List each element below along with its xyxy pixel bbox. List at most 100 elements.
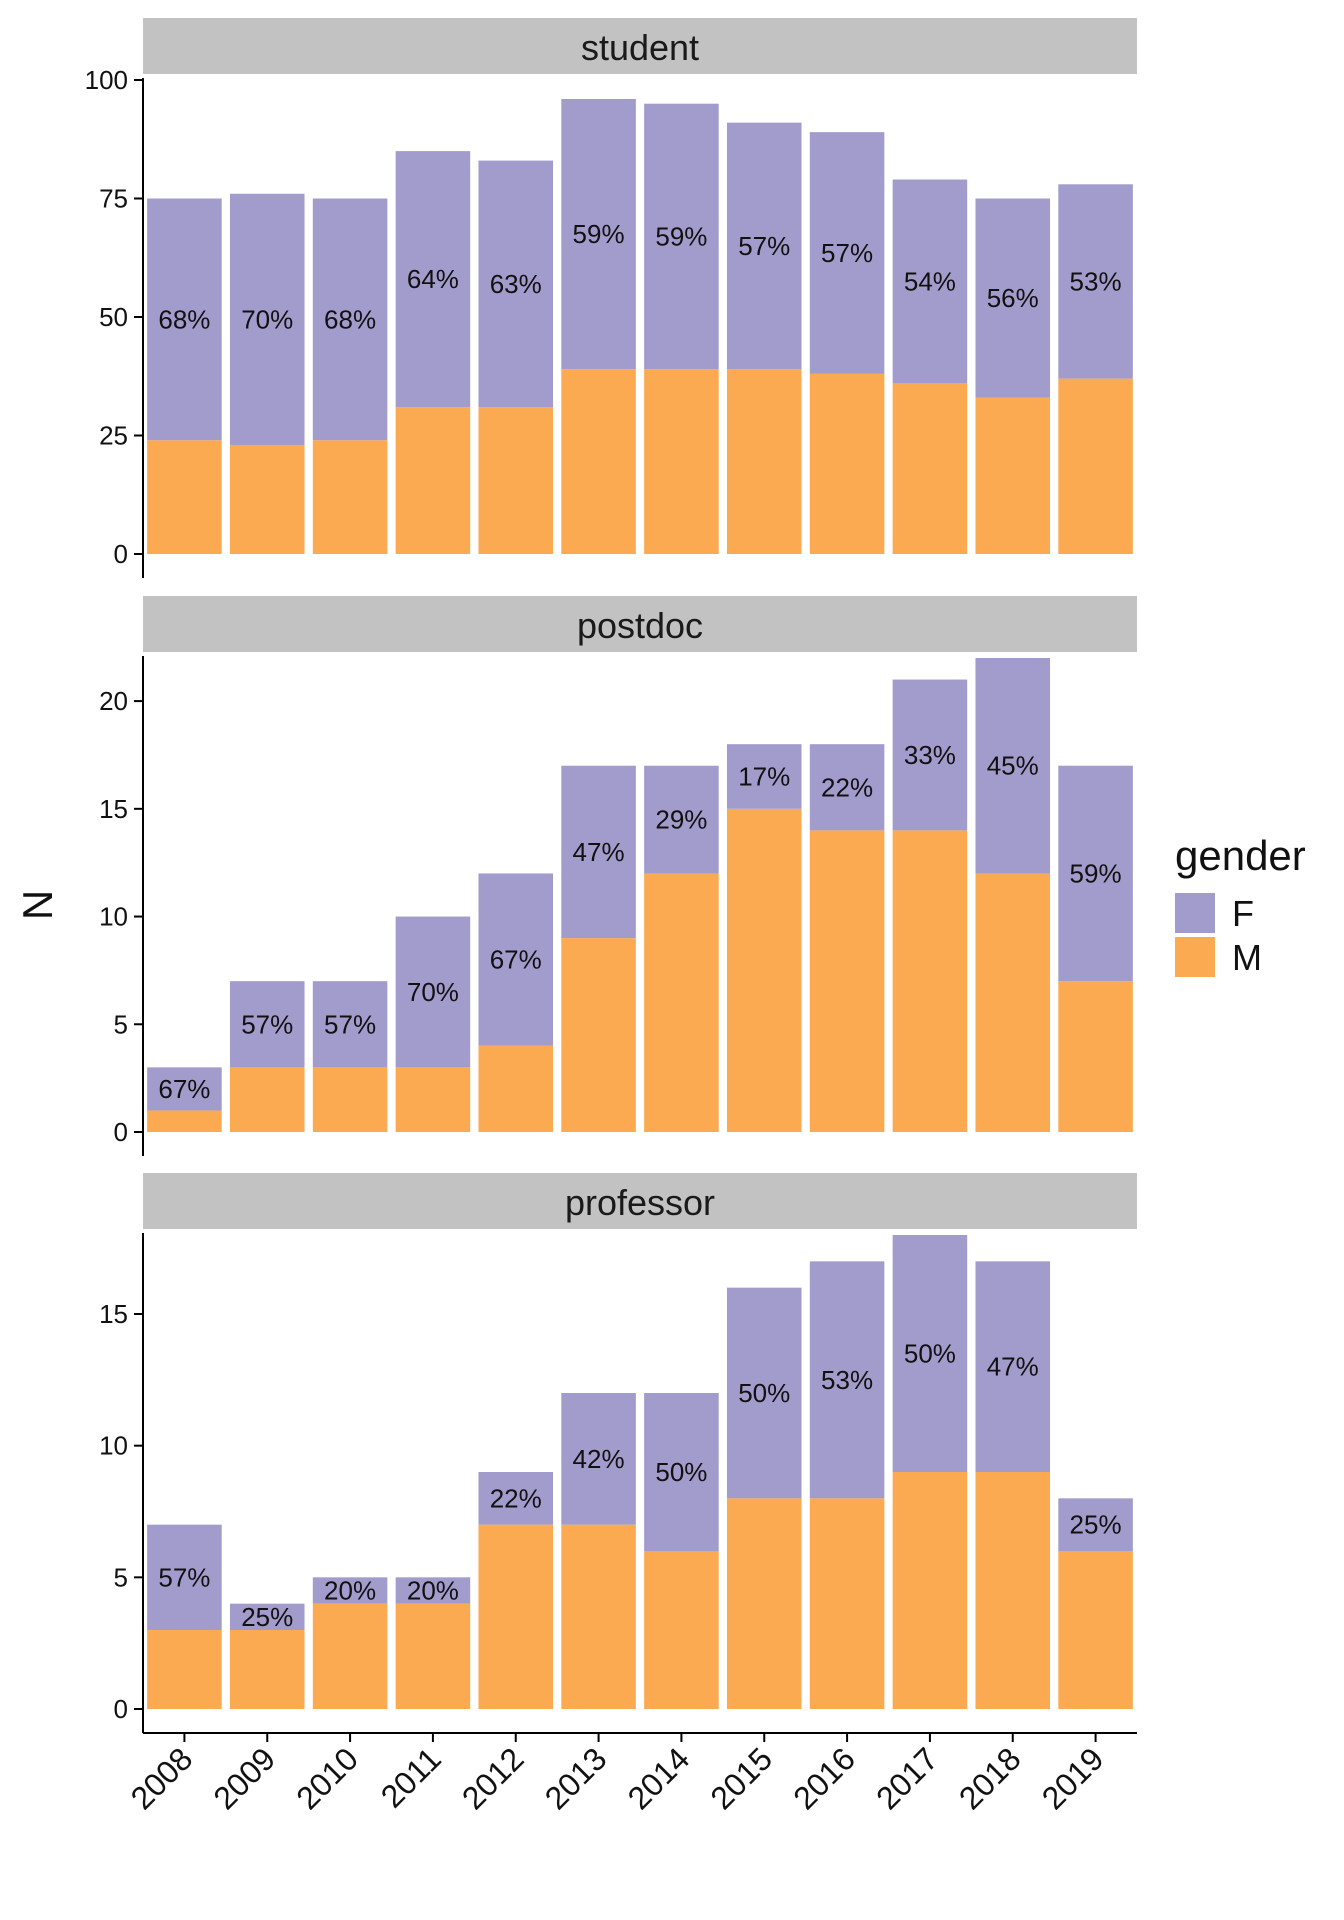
bar-m-2019: [1058, 378, 1133, 554]
bar-m-2009: [229, 1067, 305, 1132]
bar-m-2012: [478, 1524, 554, 1709]
y-tick-label: 0: [114, 1694, 128, 1724]
data-label: 67%: [490, 945, 542, 975]
data-label: 25%: [1070, 1510, 1122, 1540]
bar-f-2012: [478, 873, 554, 1046]
bar-m-2014: [644, 873, 719, 1132]
data-label: 63%: [490, 269, 542, 299]
bar-f-2011: [395, 916, 471, 1068]
bar-f-2019: [1058, 184, 1133, 379]
data-label: 50%: [738, 1378, 790, 1408]
bar-m-2008: [147, 1630, 222, 1709]
bar-f-2011: [395, 1577, 471, 1604]
bar-f-2016: [809, 132, 885, 374]
data-label: 57%: [158, 1562, 210, 1592]
bar-f-2008: [147, 198, 222, 441]
legend-key-F: [1175, 893, 1215, 933]
bar-m-2016: [809, 373, 885, 554]
y-tick-label: 5: [114, 1009, 128, 1039]
x-tick-label: 2018: [952, 1740, 1028, 1816]
bar-f-2014: [644, 103, 719, 370]
y-tick-label: 15: [99, 1299, 128, 1329]
data-label: 47%: [987, 1352, 1039, 1382]
bar-f-2018: [975, 198, 1051, 398]
bar-f-2010: [312, 1577, 388, 1604]
bar-m-2015: [726, 369, 802, 554]
data-label: 70%: [241, 304, 293, 334]
bar-m-2012: [478, 1045, 554, 1132]
bar-f-2015: [726, 1287, 802, 1499]
data-label: 54%: [904, 266, 956, 296]
bar-m-2018: [975, 873, 1051, 1132]
bar-f-2013: [561, 765, 636, 939]
data-label: 45%: [987, 751, 1039, 781]
data-label: 25%: [241, 1602, 293, 1632]
bar-f-2012: [478, 160, 554, 408]
facet-student: student 68% 70% 68% 64% 63% 59% 59% 57% 57% 54% 56%…: [85, 18, 1137, 578]
data-label: 50%: [655, 1457, 707, 1487]
data-label: 22%: [821, 772, 873, 802]
bar-f-2018: [975, 1261, 1051, 1472]
data-label: 56%: [987, 283, 1039, 313]
y-tick-label: 0: [114, 1117, 128, 1147]
data-label: 22%: [490, 1483, 542, 1513]
facet-postdoc: postdoc 67% 57% 57% 70% 67% 47% 29% 17% 22% 33% 45%…: [99, 596, 1137, 1156]
bar-m-2013: [561, 1524, 636, 1709]
y-tick-label: 0: [114, 539, 128, 569]
facet-strip: [143, 596, 1137, 652]
bar-f-2015: [726, 122, 802, 370]
data-label: 59%: [1070, 858, 1122, 888]
y-tick-label: 75: [99, 184, 128, 214]
legend-label: M: [1232, 937, 1262, 978]
bar-f-2009: [229, 193, 305, 445]
data-label: 53%: [821, 1365, 873, 1395]
bar-f-2013: [561, 98, 636, 370]
y-tick-label: 25: [99, 421, 128, 451]
data-label: 57%: [821, 238, 873, 268]
y-axis-title: N: [14, 890, 61, 920]
bar-m-2008: [147, 1110, 222, 1132]
legend: gender FM: [1175, 832, 1306, 978]
bar-f-2014: [644, 765, 719, 874]
bar-f-2013: [561, 1393, 636, 1525]
bar-f-2017: [892, 1235, 968, 1472]
data-label: 33%: [904, 740, 956, 770]
data-label: 53%: [1070, 266, 1122, 296]
facet-strip: [143, 1173, 1137, 1229]
facet-professor: professor 57% 25% 20% 20% 22% 42% 50% 50% 53% 50% 4…: [99, 1173, 1137, 1733]
bar-m-2013: [561, 369, 636, 554]
y-tick-label: 100: [85, 65, 128, 95]
y-tick-label: 10: [99, 902, 128, 932]
x-tick-label: 2016: [786, 1740, 862, 1816]
bar-f-2011: [395, 151, 471, 408]
bar-m-2011: [395, 1067, 471, 1132]
bar-m-2012: [478, 407, 554, 554]
bar-m-2018: [975, 397, 1051, 554]
bar-f-2019: [1058, 765, 1133, 982]
facet-title: professor: [565, 1182, 715, 1223]
bar-m-2016: [809, 830, 885, 1132]
bar-m-2017: [892, 830, 968, 1132]
data-label: 20%: [324, 1576, 376, 1606]
x-tick-label: 2012: [455, 1740, 531, 1816]
facet-strip: [143, 18, 1137, 74]
data-label: 67%: [158, 1074, 210, 1104]
legend-label: F: [1232, 893, 1254, 934]
y-tick-label: 5: [114, 1562, 128, 1592]
bar-f-2014: [644, 1393, 719, 1551]
bar-f-2009: [229, 1603, 305, 1630]
bar-m-2019: [1058, 1551, 1133, 1709]
data-label: 50%: [904, 1339, 956, 1369]
bar-f-2016: [809, 744, 885, 831]
x-axis: 2008 2009 2010 2011 2012 2013 2014 2015 2016 2017…: [124, 1732, 1137, 1816]
bar-m-2009: [229, 1630, 305, 1709]
data-label: 20%: [407, 1576, 459, 1606]
y-tick-label: 15: [99, 794, 128, 824]
data-label: 68%: [158, 304, 210, 334]
legend-key-M: [1175, 937, 1215, 977]
data-label: 57%: [241, 1009, 293, 1039]
bar-m-2009: [229, 444, 305, 554]
data-label: 29%: [655, 805, 707, 835]
bar-m-2013: [561, 938, 636, 1132]
